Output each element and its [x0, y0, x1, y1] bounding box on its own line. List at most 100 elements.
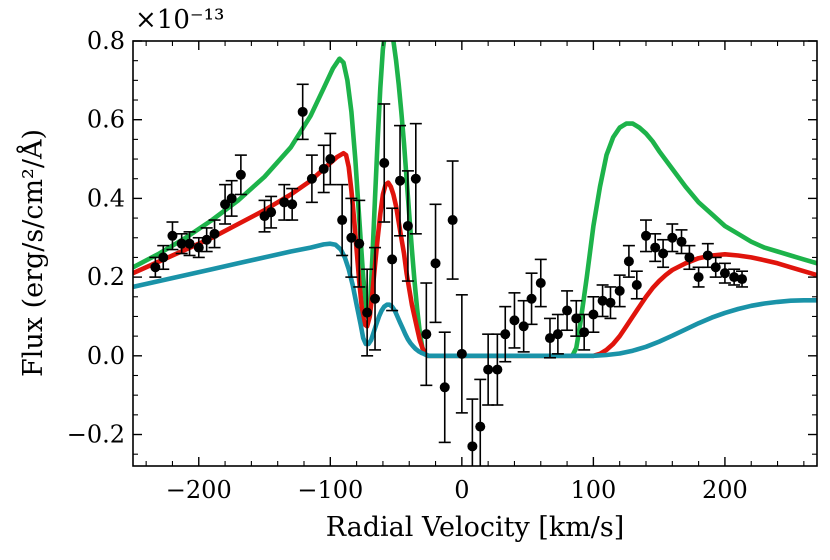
- data-marker: [483, 364, 494, 375]
- data-marker: [456, 348, 467, 359]
- data-marker: [667, 232, 678, 243]
- data-point: [361, 268, 374, 357]
- data-point: [718, 262, 731, 284]
- data-marker: [605, 297, 616, 308]
- data-marker: [693, 272, 704, 283]
- x-tick-label: −100: [297, 476, 363, 504]
- data-marker: [395, 175, 406, 186]
- data-marker: [597, 295, 608, 306]
- data-point: [613, 274, 626, 308]
- data-point: [353, 199, 366, 288]
- data-marker: [552, 329, 563, 340]
- data-marker: [702, 250, 713, 261]
- data-point: [543, 317, 556, 359]
- data-point: [534, 258, 547, 308]
- data-point: [692, 266, 705, 288]
- data-point: [596, 284, 609, 318]
- data-marker: [535, 278, 546, 289]
- data-marker: [467, 441, 478, 452]
- data-point: [208, 219, 221, 249]
- data-point: [378, 103, 391, 223]
- series-line-3: [133, 241, 817, 359]
- data-point: [649, 233, 662, 263]
- data-point: [570, 299, 583, 337]
- data-marker: [439, 382, 450, 393]
- data-point: [278, 183, 291, 221]
- data-marker: [337, 215, 348, 226]
- data-marker: [719, 268, 730, 279]
- data-marker: [287, 199, 298, 210]
- data-marker: [201, 234, 212, 245]
- data-point: [317, 144, 330, 194]
- data-marker: [410, 173, 421, 184]
- data-point: [622, 244, 635, 278]
- y-axis-multiplier: ×10⁻¹³: [135, 5, 224, 35]
- data-marker: [318, 163, 329, 174]
- data-point: [225, 179, 238, 217]
- data-point: [157, 244, 170, 271]
- data-point: [578, 313, 591, 351]
- data-marker: [579, 327, 590, 338]
- data-marker: [588, 309, 599, 320]
- data-marker: [526, 293, 537, 304]
- data-point: [336, 183, 349, 257]
- data-point: [183, 231, 196, 257]
- data-point: [219, 183, 232, 225]
- data-marker: [684, 252, 695, 263]
- data-point: [482, 333, 495, 406]
- data-marker: [492, 364, 503, 375]
- data-marker: [650, 242, 661, 253]
- data-marker: [306, 173, 317, 184]
- data-marker: [475, 421, 486, 432]
- y-tick-label: 0.6: [87, 106, 125, 134]
- data-point: [192, 236, 205, 259]
- x-tick-label: 0: [454, 476, 469, 504]
- data-point: [466, 398, 479, 466]
- data-point: [394, 124, 407, 237]
- data-marker: [500, 329, 511, 340]
- plot-frame: [132, 40, 818, 467]
- data-point: [728, 268, 741, 286]
- data-marker: [279, 197, 290, 208]
- data-point: [640, 219, 652, 253]
- data-points: [149, 83, 749, 466]
- series-line-1: [133, 41, 817, 359]
- data-marker: [226, 193, 237, 204]
- data-marker: [158, 252, 169, 263]
- data-point: [286, 187, 299, 221]
- data-marker: [266, 207, 277, 218]
- data-point: [234, 154, 247, 196]
- data-point: [409, 122, 422, 235]
- data-point: [525, 272, 538, 326]
- data-marker: [220, 199, 231, 210]
- data-point: [420, 282, 433, 387]
- data-marker: [623, 256, 634, 267]
- data-marker: [379, 157, 390, 168]
- data-marker: [150, 262, 161, 273]
- model-curves: [133, 41, 817, 359]
- data-marker: [167, 230, 178, 241]
- data-point: [508, 292, 521, 349]
- axis-ticks: −200 −100 0 100 200 −0.2 0.0 0.2 0.4 0.6 0.8: [67, 27, 817, 504]
- data-marker: [509, 315, 520, 326]
- data-marker: [346, 232, 357, 243]
- data-marker: [641, 230, 651, 241]
- data-point: [491, 333, 504, 406]
- data-marker: [354, 238, 365, 249]
- data-point: [587, 295, 600, 334]
- data-point: [401, 170, 414, 282]
- data-point: [175, 233, 188, 255]
- data-marker: [710, 262, 721, 273]
- data-point: [561, 290, 574, 332]
- data-point: [551, 313, 564, 355]
- data-point: [666, 223, 679, 253]
- data-point: [630, 270, 643, 300]
- data-marker: [658, 248, 669, 259]
- x-tick-label: 200: [702, 476, 748, 504]
- data-marker: [209, 228, 220, 239]
- data-marker: [729, 272, 740, 283]
- data-point: [305, 154, 318, 204]
- data-marker: [176, 238, 187, 249]
- data-point: [258, 199, 271, 233]
